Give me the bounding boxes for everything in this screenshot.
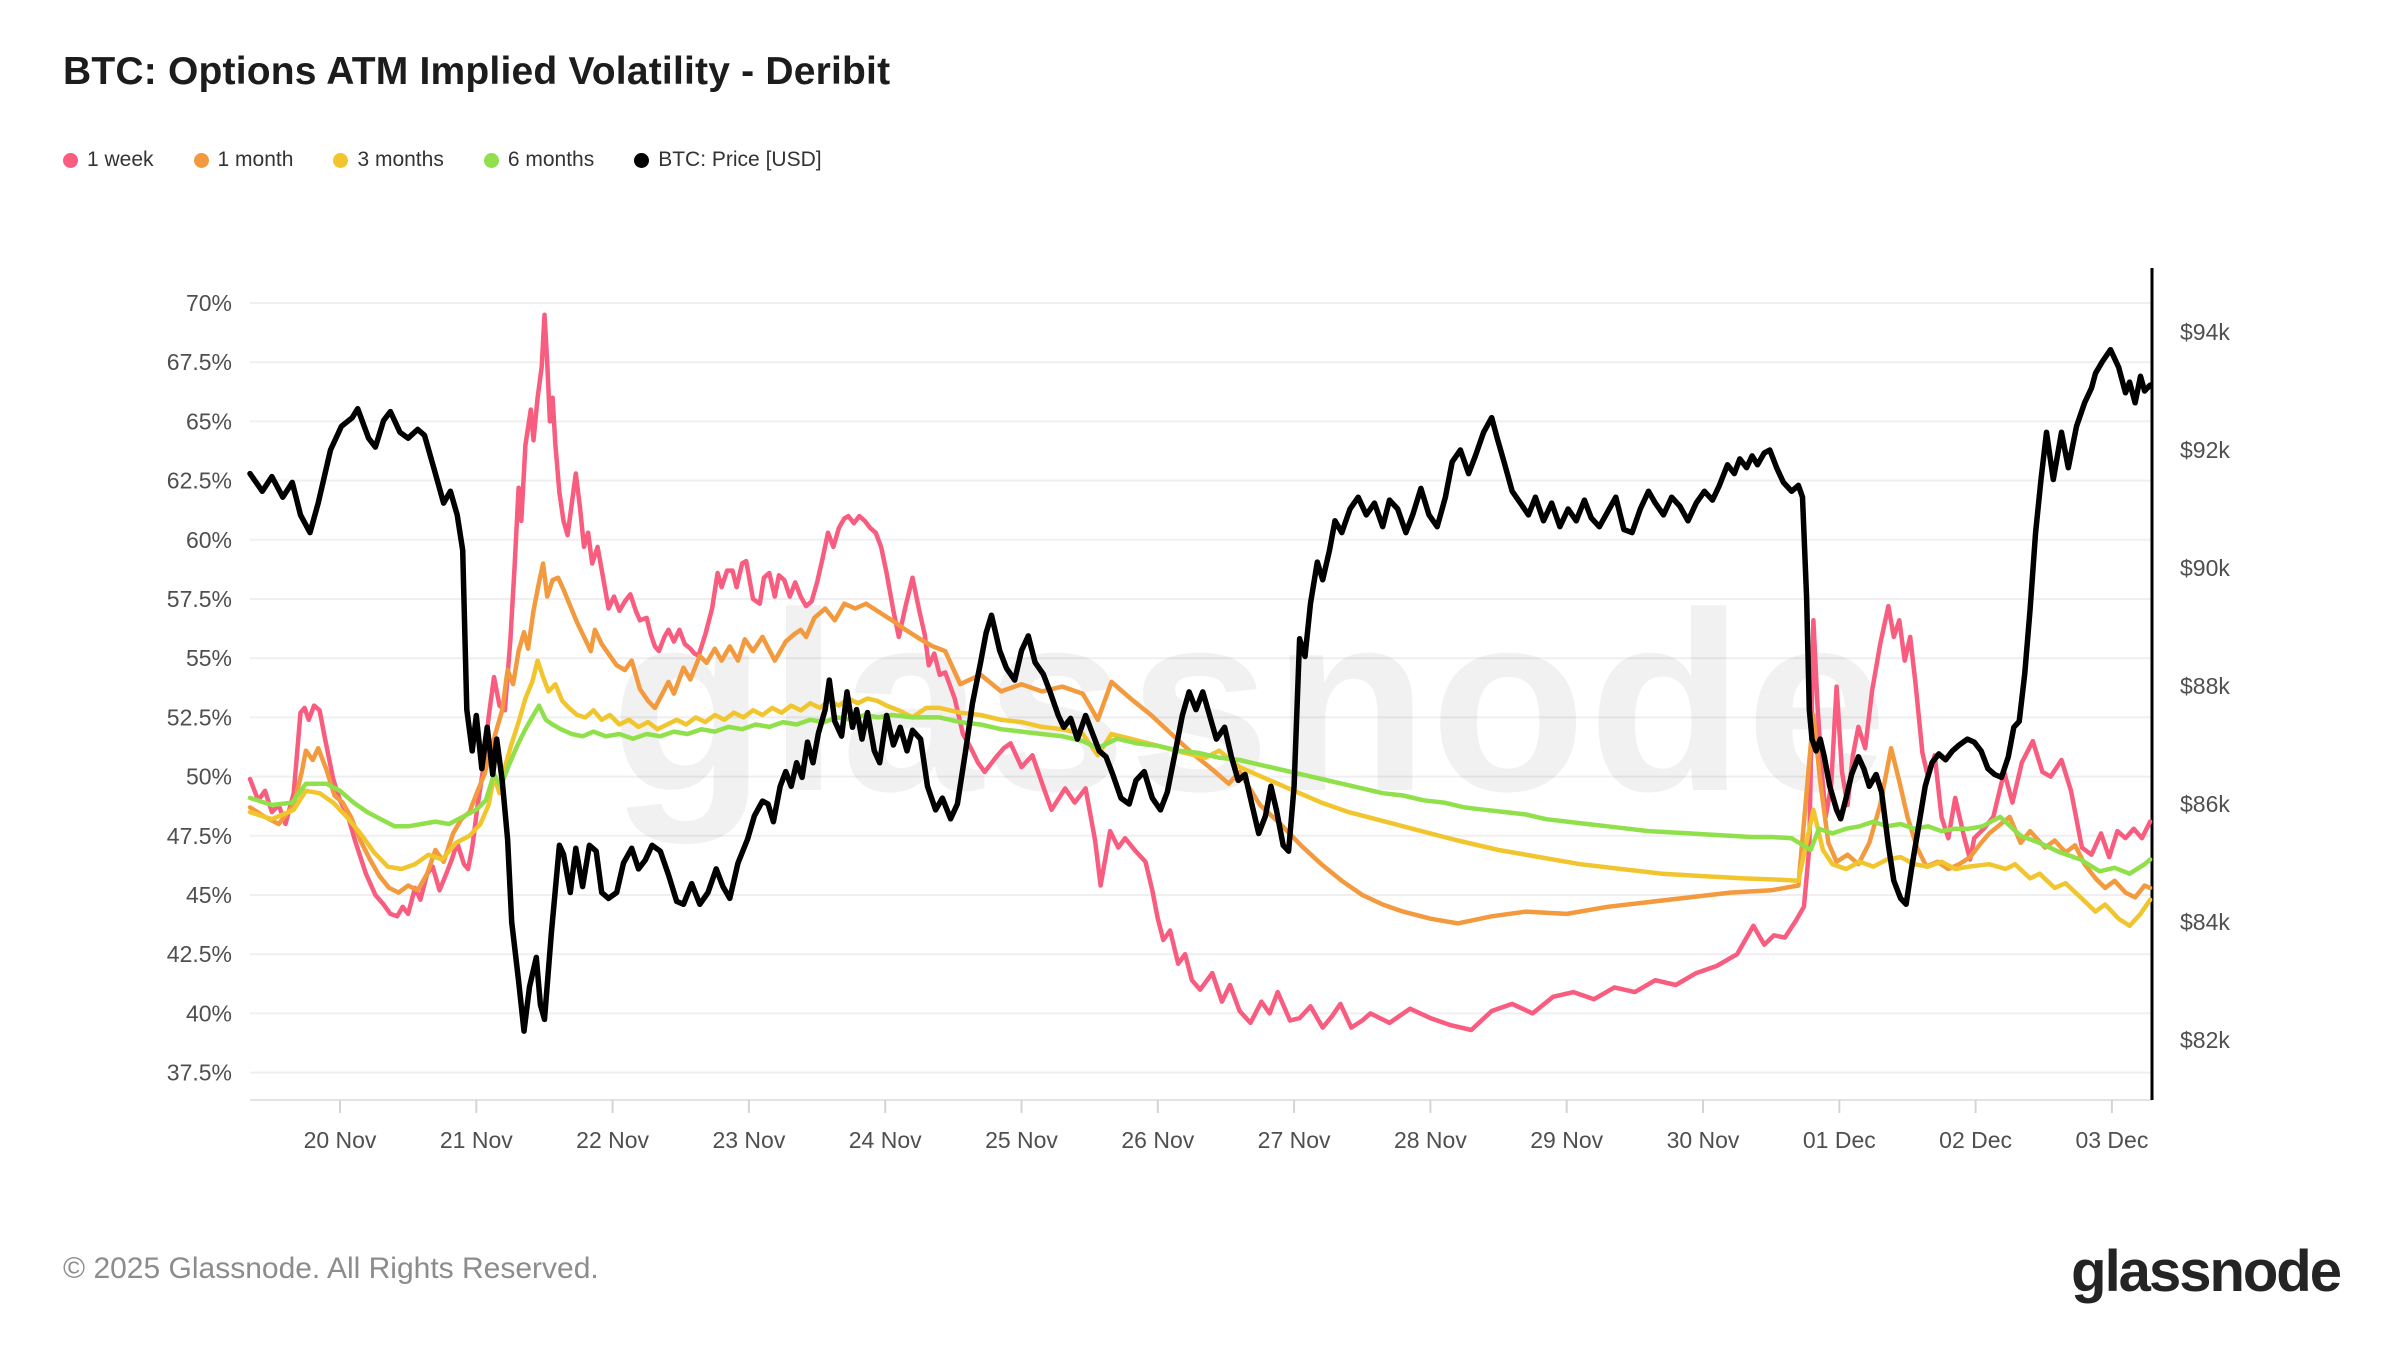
left-axis-tick-label: 65% <box>186 408 232 434</box>
legend-item-label: 6 months <box>507 148 595 171</box>
x-axis-tick-label: 24 Nov <box>849 1127 922 1153</box>
chart-legend: 1 week 1 month 3 months 6 months BTC: Price … <box>63 148 822 172</box>
legend-item-label: 3 months <box>357 148 444 171</box>
legend-dot-icon <box>483 152 499 168</box>
right-axis-tick-label: $82k <box>2180 1027 2230 1053</box>
left-axis-tick-label: 67.5% <box>167 349 232 375</box>
legend-item-label: BTC: Price [USD] <box>658 148 822 171</box>
left-axis-tick-label: 40% <box>186 1000 232 1026</box>
legend-item-label: 1 month <box>217 148 294 171</box>
left-axis-tick-label: 57.5% <box>167 586 232 612</box>
series-line-1-week <box>247 312 2153 1033</box>
legend-item-btc-price-usd-[interactable]: BTC: Price [USD] <box>634 148 822 172</box>
x-axis-tick-label: 25 Nov <box>985 1127 1058 1153</box>
x-axis-tick-label: 01 Dec <box>1803 1127 1876 1153</box>
series-line-btc-price-usd- <box>247 346 2153 1034</box>
legend-dot-icon <box>333 152 349 168</box>
series-line-3-months <box>247 658 2153 929</box>
left-axis-tick-label: 60% <box>186 527 232 553</box>
x-axis-tick-label: 03 Dec <box>2075 1127 2148 1153</box>
x-axis-tick-label: 26 Nov <box>1121 1127 1194 1153</box>
legend-item-1-week[interactable]: 1 week <box>63 148 154 172</box>
x-axis-tick-label: 21 Nov <box>440 1127 513 1153</box>
right-axis-tick-label: $94k <box>2180 319 2230 345</box>
x-axis-tick-label: 20 Nov <box>304 1127 377 1153</box>
left-axis-tick-label: 50% <box>186 764 232 790</box>
copyright-text: © 2025 Glassnode. All Rights Reserved. <box>63 1252 599 1285</box>
right-axis-tick-label: $90k <box>2180 555 2230 581</box>
legend-item-6-months[interactable]: 6 months <box>483 148 595 172</box>
series-line-1-month <box>247 561 2153 926</box>
right-axis-tick-label: $88k <box>2180 673 2230 699</box>
series-line-6-months <box>247 703 2153 876</box>
legend-item-3-months[interactable]: 3 months <box>333 148 444 172</box>
x-axis-tick-label: 30 Nov <box>1667 1127 1740 1153</box>
legend-dot-icon <box>634 152 650 168</box>
legend-item-label: 1 week <box>87 148 154 171</box>
left-axis-tick-label: 62.5% <box>167 468 232 494</box>
x-axis-tick-label: 23 Nov <box>712 1127 785 1153</box>
left-axis-tick-label: 42.5% <box>167 941 232 967</box>
legend-dot-icon <box>63 152 78 168</box>
left-axis-tick-label: 37.5% <box>167 1060 232 1086</box>
right-axis-tick-label: $86k <box>2180 791 2230 817</box>
legend-item-1-month[interactable]: 1 month <box>193 148 294 172</box>
left-axis-tick-label: 45% <box>186 882 232 908</box>
left-axis-tick-label: 55% <box>186 645 232 671</box>
right-axis-tick-label: $84k <box>2180 909 2230 935</box>
left-axis-tick-label: 52.5% <box>167 704 232 730</box>
x-axis-tick-label: 27 Nov <box>1258 1127 1331 1153</box>
x-axis-tick-label: 28 Nov <box>1394 1127 1467 1153</box>
legend-dot-icon <box>193 152 209 168</box>
left-axis-tick-label: 47.5% <box>167 823 232 849</box>
x-axis-tick-label: 29 Nov <box>1530 1127 1603 1153</box>
glassnode-logo: glassnode <box>2071 1239 2342 1304</box>
right-axis-tick-label: $92k <box>2180 437 2230 463</box>
x-axis-tick-label: 22 Nov <box>576 1127 649 1153</box>
page-title: BTC: Options ATM Implied Volatility - De… <box>63 50 891 93</box>
x-axis-tick-label: 02 Dec <box>1939 1127 2012 1153</box>
left-axis-tick-label: 70% <box>186 290 232 316</box>
